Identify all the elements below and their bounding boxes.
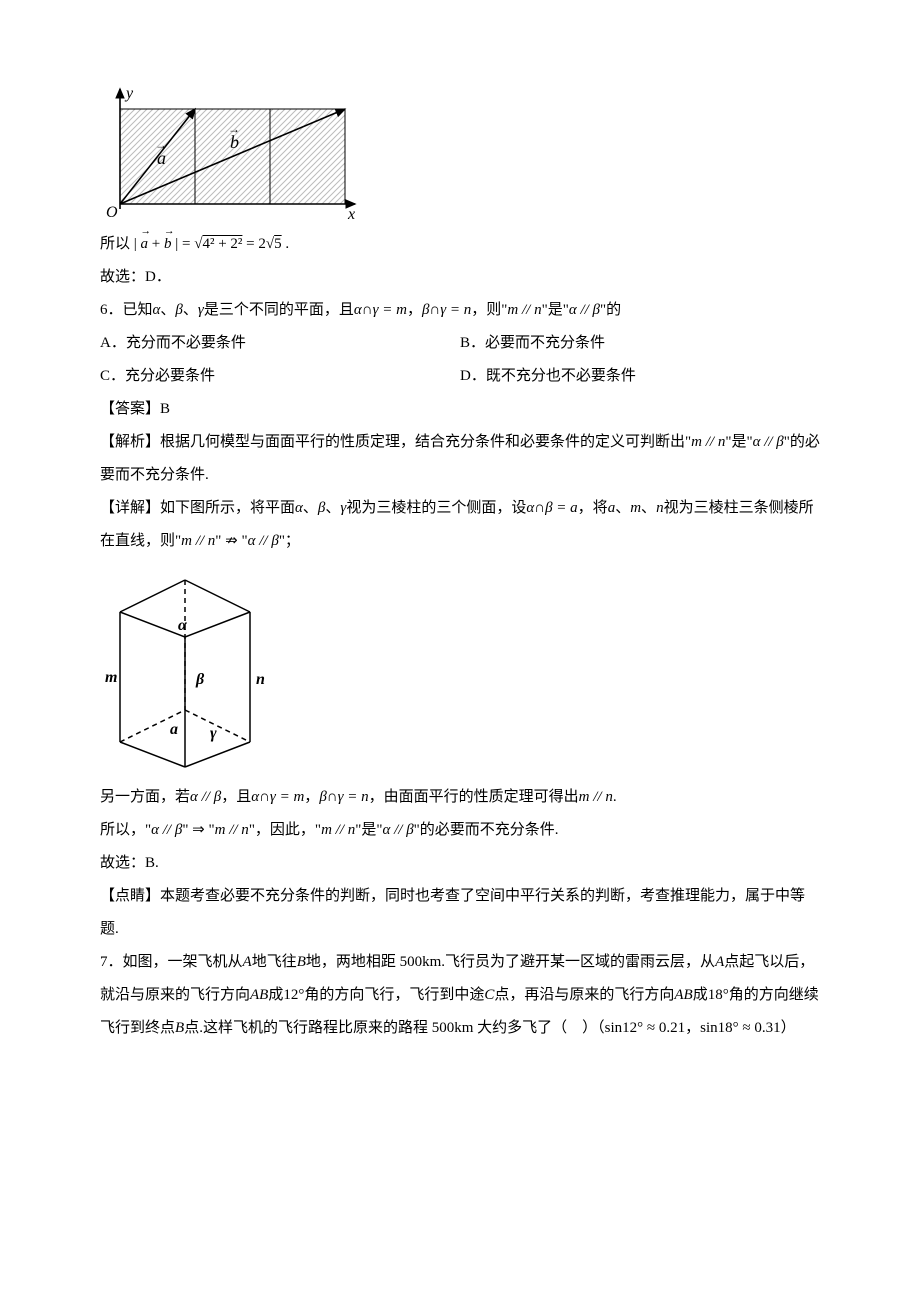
option-d: D．既不充分也不必要条件 — [460, 360, 820, 393]
svg-text:β: β — [195, 671, 205, 688]
answer-5: 故选：D． — [100, 261, 820, 294]
explanation-6-4: 所以，"α // β" ⇒ "m // n"，因此，"m // n"是"α //… — [100, 814, 820, 847]
prism-diagram: m α β n a γ — [100, 562, 280, 777]
option-c: C．充分必要条件 — [100, 360, 460, 393]
svg-text:n: n — [256, 671, 265, 688]
svg-text:y: y — [124, 85, 134, 102]
svg-text:α: α — [178, 617, 188, 634]
explanation-6-2: 【详解】如下图所示，将平面α、β、γ视为三棱柱的三个侧面，设α∩β = a，将a… — [100, 492, 820, 558]
answer-6: 【答案】B — [100, 393, 820, 426]
vector-diagram: y x O → a → b — [100, 84, 360, 224]
question-6: 6．已知α、β、γ是三个不同的平面，且α∩γ = m，β∩γ = n，则"m /… — [100, 294, 820, 327]
option-b: B．必要而不充分条件 — [460, 327, 820, 360]
equation-text: 所以 | a + b | = √4² + 2² = 2√5 . — [100, 228, 820, 261]
svg-text:a: a — [170, 721, 178, 738]
question-7: 7．如图，一架飞机从A地飞往B地，两地相距 500km.飞行员为了避开某一区域的… — [100, 946, 820, 1045]
svg-text:m: m — [105, 669, 117, 686]
answer-6b: 故选：B. — [100, 847, 820, 880]
svg-text:O: O — [106, 204, 118, 221]
explanation-6-1: 【解析】根据几何模型与面面平行的性质定理，结合充分条件和必要条件的定义可判断出"… — [100, 426, 820, 492]
explanation-6-3: 另一方面，若α // β，且α∩γ = m，β∩γ = n，由面面平行的性质定理… — [100, 781, 820, 814]
svg-text:b: b — [230, 132, 239, 152]
note-6: 【点睛】本题考查必要不充分条件的判断，同时也考查了空间中平行关系的判断，考查推理… — [100, 880, 820, 946]
svg-text:γ: γ — [210, 725, 217, 742]
svg-text:x: x — [347, 206, 355, 223]
option-a: A．充分而不必要条件 — [100, 327, 460, 360]
svg-text:a: a — [157, 148, 166, 168]
question-6-options: A．充分而不必要条件 B．必要而不充分条件 C．充分必要条件 D．既不充分也不必… — [100, 327, 820, 393]
